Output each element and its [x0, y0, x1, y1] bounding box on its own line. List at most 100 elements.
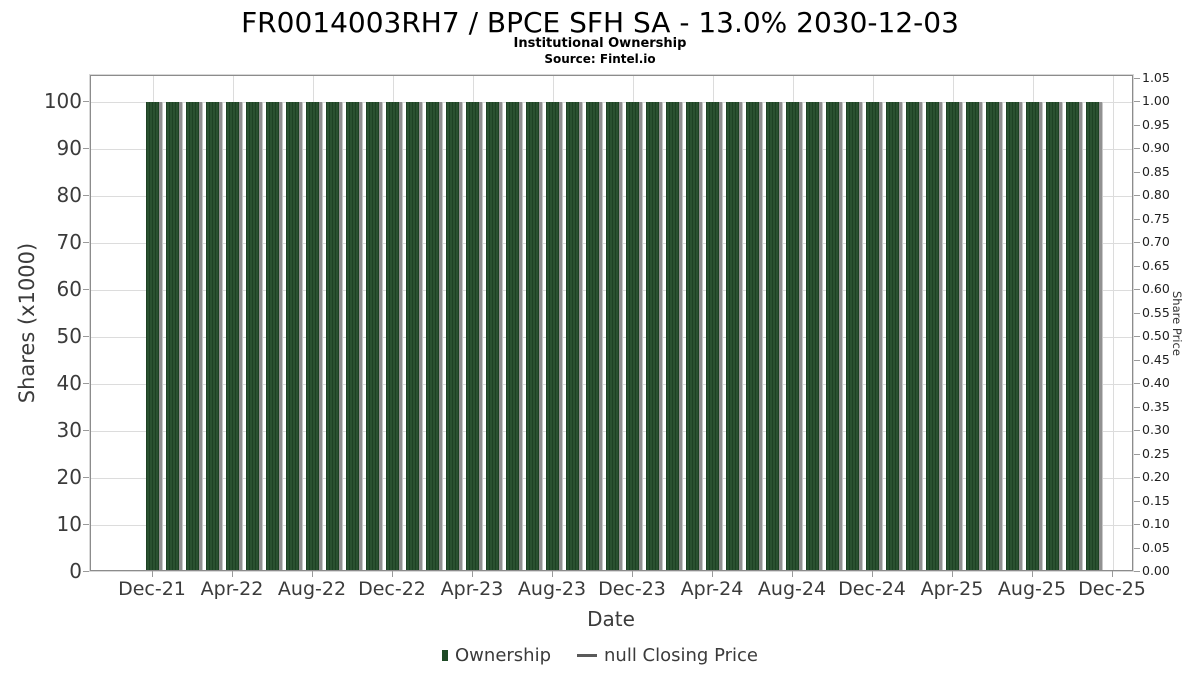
- ownership-bar[interactable]: [186, 101, 199, 570]
- y-tick-label: 0: [69, 559, 82, 583]
- ownership-bar[interactable]: [266, 101, 279, 570]
- y2-tick-mark: [1134, 406, 1140, 408]
- x-tick-mark: [152, 571, 153, 577]
- y2-tick-mark: [1134, 383, 1140, 385]
- y2-tick-label: 0.30: [1142, 422, 1170, 438]
- ownership-bar[interactable]: [506, 101, 519, 570]
- ownership-bar[interactable]: [486, 101, 499, 570]
- x-tick-label: Dec-23: [598, 578, 666, 600]
- ownership-bar[interactable]: [726, 101, 739, 570]
- ownership-bar[interactable]: [166, 101, 179, 570]
- y2-tick-mark: [1134, 195, 1140, 197]
- y2-tick-label: 1.00: [1142, 93, 1170, 109]
- ownership-bar[interactable]: [946, 101, 959, 570]
- ownership-bar[interactable]: [706, 101, 719, 570]
- ownership-bar[interactable]: [406, 101, 419, 570]
- ownership-bar[interactable]: [386, 101, 399, 570]
- ownership-bar[interactable]: [286, 101, 299, 570]
- ownership-bar[interactable]: [826, 101, 839, 570]
- y2-tick-mark: [1134, 571, 1140, 572]
- ownership-bar[interactable]: [1046, 101, 1059, 570]
- y2-tick-mark: [1134, 124, 1140, 126]
- x-tick-label: Aug-25: [997, 578, 1067, 600]
- ownership-bar[interactable]: [1086, 101, 1099, 570]
- chart-subtitle: Institutional Ownership: [513, 36, 687, 51]
- y2-tick-label: 0.55: [1142, 304, 1170, 320]
- x-tick-mark: [1032, 571, 1033, 577]
- y2-tick-mark: [1134, 477, 1140, 479]
- ownership-bar[interactable]: [906, 101, 919, 570]
- ownership-bar[interactable]: [146, 101, 159, 570]
- y2-axis-title: Share Price: [1170, 290, 1184, 356]
- ownership-bar[interactable]: [666, 101, 679, 570]
- plot-area: [89, 74, 1134, 572]
- ownership-bar[interactable]: [526, 101, 539, 570]
- ownership-bar[interactable]: [326, 101, 339, 570]
- ownership-bar[interactable]: [606, 101, 619, 570]
- ownership-bar[interactable]: [366, 101, 379, 570]
- x-tick-mark: [232, 571, 233, 577]
- ownership-bar[interactable]: [686, 101, 699, 570]
- chart-title: FR0014003RH7 / BPCE SFH SA - 13.0% 2030-…: [241, 6, 959, 39]
- ownership-bar[interactable]: [426, 101, 439, 570]
- x-tick-label: Apr-22: [200, 578, 264, 600]
- y2-tick-mark: [1134, 148, 1140, 150]
- legend-label-closing-price: null Closing Price: [604, 645, 758, 666]
- ownership-bar[interactable]: [986, 101, 999, 570]
- ownership-bar[interactable]: [206, 101, 219, 570]
- y-tick-mark: [83, 429, 89, 431]
- ownership-bar[interactable]: [246, 101, 259, 570]
- y-tick-label: 30: [56, 417, 82, 442]
- ownership-swatch-icon: [442, 650, 449, 661]
- ownership-bar[interactable]: [766, 101, 779, 570]
- y-tick-label: 70: [56, 229, 82, 254]
- ownership-bar[interactable]: [586, 101, 599, 570]
- y2-tick-label: 0.50: [1142, 328, 1170, 344]
- y-tick-mark: [83, 335, 89, 337]
- ownership-bar[interactable]: [806, 101, 819, 570]
- ownership-bar[interactable]: [966, 101, 979, 570]
- legend-item-ownership[interactable]: Ownership: [442, 645, 551, 666]
- ownership-bar[interactable]: [346, 101, 359, 570]
- y2-tick-label: 0.20: [1142, 469, 1170, 485]
- y2-tick-mark: [1134, 359, 1140, 361]
- ownership-bar[interactable]: [306, 101, 319, 570]
- ownership-bar[interactable]: [886, 101, 899, 570]
- ownership-bar[interactable]: [646, 101, 659, 570]
- x-tick-mark: [872, 571, 873, 577]
- ownership-bar[interactable]: [866, 101, 879, 570]
- ownership-bar[interactable]: [926, 101, 939, 570]
- y2-tick-label: 0.75: [1142, 210, 1170, 226]
- y2-tick-mark: [1134, 218, 1140, 220]
- ownership-bar[interactable]: [466, 101, 479, 570]
- ownership-bar[interactable]: [1006, 101, 1019, 570]
- y-tick-label: 20: [56, 464, 82, 489]
- y2-tick-label: 0.25: [1142, 445, 1170, 461]
- y2-tick-label: 0.95: [1142, 116, 1170, 132]
- x-tick-mark: [632, 571, 633, 577]
- ownership-bar[interactable]: [546, 101, 559, 570]
- ownership-bar[interactable]: [226, 101, 239, 570]
- y2-tick-label: 1.05: [1142, 69, 1170, 85]
- ownership-bar[interactable]: [566, 101, 579, 570]
- y2-tick-label: 0.10: [1142, 516, 1170, 531]
- ownership-bar[interactable]: [786, 101, 799, 570]
- ownership-bar[interactable]: [1026, 101, 1039, 570]
- ownership-bar[interactable]: [626, 101, 639, 570]
- y2-tick-label: 0.40: [1142, 375, 1170, 391]
- y2-tick-mark: [1134, 77, 1140, 79]
- x-tick-mark: [472, 571, 473, 577]
- y2-tick-label: 0.60: [1142, 281, 1170, 297]
- x-tick-label: Aug-22: [277, 578, 347, 600]
- ownership-bar[interactable]: [746, 101, 759, 570]
- ownership-bar[interactable]: [446, 101, 459, 570]
- closing-price-line-icon: [577, 654, 598, 657]
- y2-tick-label: 0.80: [1142, 187, 1170, 203]
- x-tick-mark: [1112, 571, 1113, 577]
- x-tick-mark: [392, 571, 393, 577]
- ownership-bar[interactable]: [846, 101, 859, 570]
- y-tick-mark: [83, 382, 89, 384]
- legend-item-closing-price[interactable]: null Closing Price: [577, 645, 758, 666]
- ownership-bar[interactable]: [1066, 101, 1079, 570]
- y2-tick-label: 0.35: [1142, 398, 1170, 414]
